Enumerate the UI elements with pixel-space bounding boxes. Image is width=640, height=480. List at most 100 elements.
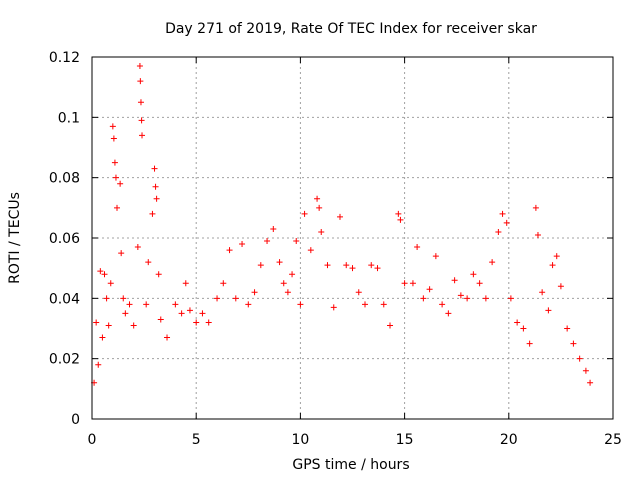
data-point <box>564 325 571 332</box>
data-point <box>97 268 104 275</box>
y-tick-label: 0 <box>71 412 80 428</box>
data-point <box>420 295 427 302</box>
data-point <box>514 319 521 326</box>
x-tick-label: 15 <box>396 432 414 448</box>
data-point <box>520 325 527 332</box>
data-point <box>270 225 277 232</box>
data-point <box>545 307 552 314</box>
data-markers <box>91 63 594 386</box>
data-point <box>553 253 560 260</box>
data-point <box>362 301 369 308</box>
data-point <box>587 379 594 386</box>
y-tick-label: 0.06 <box>49 231 80 247</box>
data-point <box>110 135 117 142</box>
data-point <box>182 280 189 287</box>
data-point <box>457 292 464 299</box>
data-point <box>409 280 416 287</box>
data-point <box>380 301 387 308</box>
data-point <box>414 244 421 251</box>
data-point <box>374 265 381 272</box>
data-point <box>118 250 125 257</box>
data-point <box>151 165 158 172</box>
chart-title: Day 271 of 2019, Rate Of TEC Index for r… <box>165 21 537 37</box>
data-point <box>137 78 144 85</box>
data-point <box>549 262 556 269</box>
data-point <box>532 204 539 211</box>
data-point <box>139 132 146 139</box>
data-point <box>289 271 296 278</box>
data-point <box>152 183 159 190</box>
y-tick-label: 0.08 <box>49 171 80 187</box>
data-point <box>111 159 118 166</box>
data-point <box>557 283 564 290</box>
data-point <box>157 316 164 323</box>
data-point <box>117 180 124 187</box>
x-tick-label: 0 <box>88 432 97 448</box>
data-point <box>534 231 541 238</box>
data-point <box>355 289 362 296</box>
data-point <box>112 174 119 181</box>
data-point <box>495 228 502 235</box>
data-point <box>476 280 483 287</box>
data-point <box>186 307 193 314</box>
data-point <box>114 204 121 211</box>
data-point <box>153 195 160 202</box>
data-point <box>122 310 129 317</box>
data-point <box>445 310 452 317</box>
data-point <box>318 228 325 235</box>
data-point <box>582 367 589 374</box>
data-point <box>464 295 471 302</box>
data-point <box>101 271 108 278</box>
data-point <box>134 244 141 251</box>
data-point <box>95 361 102 368</box>
data-point <box>178 310 185 317</box>
data-point <box>126 301 133 308</box>
data-point <box>503 219 510 226</box>
data-point <box>220 280 227 287</box>
data-point <box>239 241 246 248</box>
data-point <box>245 301 252 308</box>
y-axis-label: ROTI / TECUs <box>7 192 23 284</box>
data-point <box>284 289 291 296</box>
data-point <box>349 265 356 272</box>
data-point <box>482 295 489 302</box>
data-point <box>401 280 408 287</box>
y-tick-label: 0.12 <box>49 50 80 66</box>
data-point <box>107 280 114 287</box>
x-tick-label: 20 <box>500 432 518 448</box>
data-point <box>199 310 206 317</box>
data-point <box>307 247 314 254</box>
axis-ticks: 0 5 10 15 20 25 0 0.02 0.04 0.06 0.08 0.1 0.12 <box>49 50 622 448</box>
data-point <box>130 322 137 329</box>
x-tick-label: 25 <box>604 432 622 448</box>
data-point <box>205 319 212 326</box>
data-point <box>387 322 394 329</box>
data-point <box>489 259 496 266</box>
data-point <box>439 301 446 308</box>
data-point <box>172 301 179 308</box>
data-point <box>226 247 233 254</box>
data-point <box>397 216 404 223</box>
data-point <box>276 259 283 266</box>
y-tick-label: 0.1 <box>58 110 80 126</box>
data-point <box>120 295 127 302</box>
data-point <box>105 322 112 329</box>
data-point <box>539 289 546 296</box>
data-point <box>395 210 402 217</box>
data-point <box>143 301 150 308</box>
data-point <box>264 238 271 245</box>
data-point <box>336 213 343 220</box>
data-point <box>507 295 514 302</box>
data-point <box>257 262 264 269</box>
data-point <box>570 340 577 347</box>
data-point <box>155 271 162 278</box>
data-point <box>193 319 200 326</box>
data-point <box>251 289 258 296</box>
grid-lines <box>92 57 613 419</box>
x-axis-label: GPS time / hours <box>292 457 409 473</box>
data-point <box>470 271 477 278</box>
data-point <box>297 301 304 308</box>
data-point <box>137 99 144 106</box>
data-point <box>432 253 439 260</box>
